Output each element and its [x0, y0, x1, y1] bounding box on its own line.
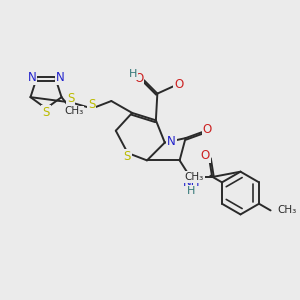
Text: N: N — [28, 71, 36, 84]
Text: S: S — [123, 150, 131, 163]
Text: S: S — [42, 106, 50, 119]
Text: O: O — [201, 149, 210, 162]
Text: O: O — [202, 123, 212, 136]
Text: CH₃: CH₃ — [64, 106, 84, 116]
Text: H: H — [128, 69, 137, 79]
Text: CH₃: CH₃ — [277, 206, 296, 215]
Text: H: H — [187, 186, 196, 196]
Text: O: O — [174, 78, 184, 91]
Text: S: S — [67, 92, 74, 105]
Text: N: N — [56, 71, 64, 84]
Text: N: N — [167, 135, 176, 148]
Text: S: S — [88, 98, 95, 111]
Text: CH₃: CH₃ — [184, 172, 204, 182]
Text: O: O — [134, 72, 143, 85]
Text: NH: NH — [183, 176, 200, 189]
